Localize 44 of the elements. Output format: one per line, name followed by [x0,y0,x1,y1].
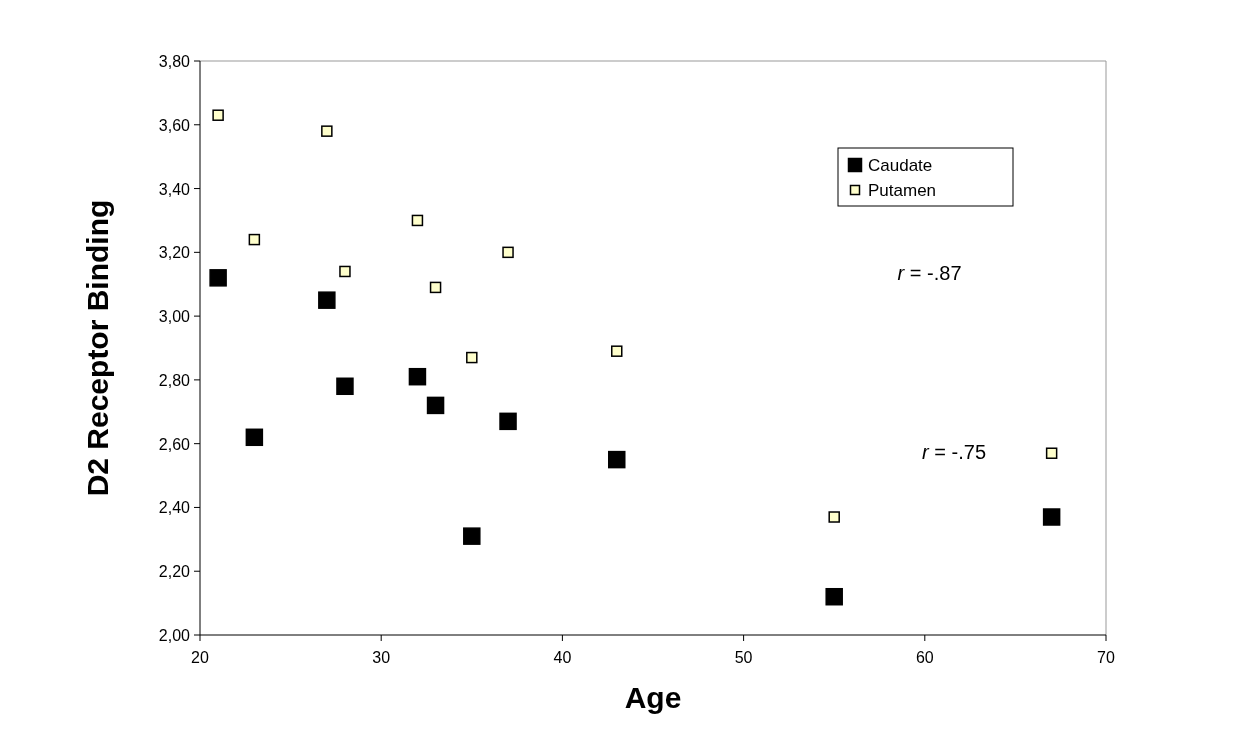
point [499,412,517,431]
y-tick-label: 2,20 [158,563,191,581]
x-tick-label: 20 [191,649,209,666]
point [611,345,623,357]
y-tick-label: 3,40 [158,180,191,198]
x-tick-label: 30 [372,649,391,666]
y-tick-label: 3,20 [158,244,191,262]
y-tick-label: 2,80 [158,371,191,389]
point [466,351,478,364]
point [411,214,424,227]
point [608,450,626,469]
point [429,281,442,294]
point [212,109,224,121]
annotation: r = -.87 [897,262,962,284]
y-tick-label: 3,80 [158,53,191,70]
point [248,233,261,246]
point [336,377,354,396]
point [318,291,336,309]
y-tick-label: 2,60 [158,435,191,453]
point [209,269,227,287]
point [825,587,843,606]
y-tick-label: 2,40 [158,499,191,517]
point [408,367,427,386]
point [502,246,514,259]
point [339,265,351,278]
point [321,125,333,137]
x-tick-label: 40 [553,649,572,666]
y-tick-label: 3,00 [158,308,191,326]
point [1042,508,1061,526]
point [426,396,445,415]
legend-label: Putamen [868,181,937,200]
point [1045,447,1058,459]
x-axis-title: Age [624,681,682,714]
x-tick-label: 60 [915,649,934,666]
legend-label: Caudate [868,156,933,175]
x-tick-label: 50 [734,649,753,666]
point [245,428,264,447]
y-axis-title: D2 Receptor Binding [81,199,114,497]
annotation: r = -.75 [922,441,987,463]
point [463,527,481,545]
x-tick-label: 70 [1097,649,1115,666]
y-tick-label: 2,00 [158,627,191,644]
y-tick-label: 3,60 [158,116,191,134]
point [828,511,840,523]
